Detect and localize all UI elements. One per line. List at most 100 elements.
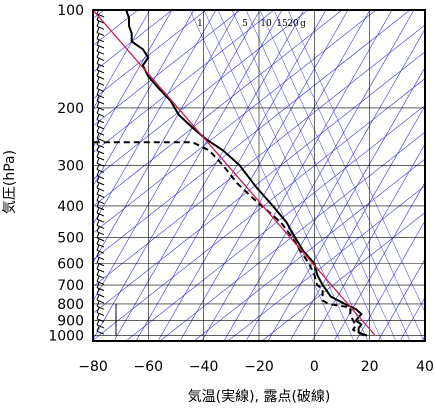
y-tick-label: 300	[57, 158, 84, 174]
mixing-ratio-line	[203, 10, 355, 341]
isotherm-line	[157, 10, 349, 341]
wind-barb-flag	[96, 64, 100, 71]
wind-barb-flag	[96, 95, 100, 102]
wind-barb-shaft	[96, 112, 105, 117]
isotherm-line	[399, 296, 425, 341]
wind-barb-shaft	[96, 150, 105, 155]
background-lines	[93, 10, 425, 341]
adiabat-line	[261, 212, 425, 341]
wind-barb-shaft	[96, 56, 105, 61]
temperature-line	[125, 10, 368, 337]
wind-barb-flag	[96, 251, 100, 257]
wind-barb-shaft	[96, 131, 105, 136]
wind-barb-shaft	[96, 44, 105, 49]
wind-barb-flag	[96, 170, 100, 176]
mixing-ratio-line	[273, 10, 425, 341]
mixing-ratio-label: 5	[242, 19, 248, 29]
wind-barb-shaft	[96, 312, 105, 316]
wind-barb-flag	[96, 319, 100, 326]
wind-barb-flag	[96, 151, 100, 158]
wind-barb-flag	[96, 257, 100, 263]
wind-barb-shaft	[96, 330, 105, 335]
y-tick-label: 800	[57, 297, 84, 313]
wind-barb-flag	[96, 276, 100, 282]
wind-barb-shaft	[96, 193, 105, 198]
wind-barb-flag	[96, 108, 100, 114]
wind-barb-shaft	[96, 162, 105, 167]
isotherm-line	[179, 10, 371, 341]
mixing-ratio-label: g	[300, 19, 306, 29]
wind-barb-shaft	[96, 38, 105, 43]
y-tick-label: 1000	[48, 328, 84, 344]
x-tick-label: 40	[416, 359, 434, 375]
wind-barb-shaft	[96, 287, 105, 292]
wind-barb-shaft	[96, 268, 105, 273]
wind-barb-shaft	[96, 175, 105, 180]
mixing-ratio-labels: 1 5 10 15 20 g	[197, 19, 306, 29]
wind-barb-flag	[96, 245, 100, 251]
isotherm-line	[93, 10, 217, 225]
wind-barb-shaft	[96, 100, 105, 105]
isotherm-line	[93, 10, 283, 340]
isotherm-line	[333, 181, 425, 341]
grid-lines	[93, 10, 425, 341]
wind-barb-flag	[96, 102, 100, 108]
wind-barb-flag	[96, 58, 100, 64]
isotherm-line	[355, 220, 425, 341]
isotherm-line	[93, 10, 151, 110]
x-tick-labels: −80 −60 −40 −20 0 20 40	[78, 359, 434, 375]
wind-barb-shaft	[96, 274, 105, 279]
adiabat-line	[93, 10, 343, 207]
wind-barb-shaft	[96, 324, 105, 329]
wind-barb-shaft	[96, 212, 105, 217]
isotherm-line	[93, 10, 195, 187]
wind-barb-flag	[96, 33, 100, 39]
wind-barb-shaft	[96, 32, 105, 37]
mixing-ratio-line	[287, 10, 425, 313]
mixing-ratio-line	[245, 10, 397, 341]
mixing-ratio-line	[259, 10, 411, 341]
y-tick-label: 600	[57, 256, 84, 272]
mixing-ratio-label: 15	[276, 19, 288, 29]
isotherm-line	[421, 335, 425, 341]
x-tick-label: 0	[310, 359, 319, 375]
wind-barb-flag	[96, 27, 100, 33]
adiabat-line	[93, 51, 425, 314]
x-tick-label: 20	[361, 359, 379, 375]
wind-barb-shaft	[96, 224, 105, 229]
wind-barb-flag	[96, 39, 100, 46]
isotherm-line	[93, 10, 261, 302]
isotherm-line	[113, 10, 305, 341]
wind-barb-flag	[96, 21, 100, 27]
mixing-ratio-label: 20	[287, 19, 299, 29]
wind-barbs	[96, 10, 117, 336]
wind-barb-shaft	[96, 318, 105, 323]
wind-barb-flag	[96, 263, 100, 270]
wind-barb-flag	[96, 77, 100, 83]
wind-barb-shaft	[96, 168, 105, 173]
isotherm-line	[289, 105, 425, 341]
wind-barb-flag	[96, 220, 100, 226]
y-tick-label: 200	[57, 101, 84, 117]
wind-barb-flag	[96, 158, 100, 164]
wind-barb-flag	[96, 83, 100, 89]
wind-barb-shaft	[96, 206, 105, 211]
wind-barb-flag	[96, 126, 100, 133]
wind-barb-flag	[96, 10, 100, 15]
isotherm-line	[377, 258, 425, 341]
wind-barb-flag	[96, 326, 100, 332]
series-lines	[93, 10, 376, 337]
x-axis-title: 気温(実線), 露点(破線)	[188, 389, 331, 405]
wind-barb-shaft	[96, 256, 105, 260]
wind-barb-flag	[96, 214, 100, 220]
wind-barb-shaft	[96, 280, 105, 285]
plot-frame	[92, 9, 426, 342]
wind-barb-shaft	[96, 119, 105, 124]
y-tick-label: 500	[57, 230, 84, 246]
wind-barb-flag	[96, 133, 100, 139]
wind-barb-shaft	[96, 293, 105, 298]
wind-barb-shaft	[96, 243, 105, 248]
wind-barb-shaft	[96, 200, 105, 205]
wind-barb-shaft	[96, 231, 105, 236]
y-tick-label: 400	[57, 199, 84, 215]
